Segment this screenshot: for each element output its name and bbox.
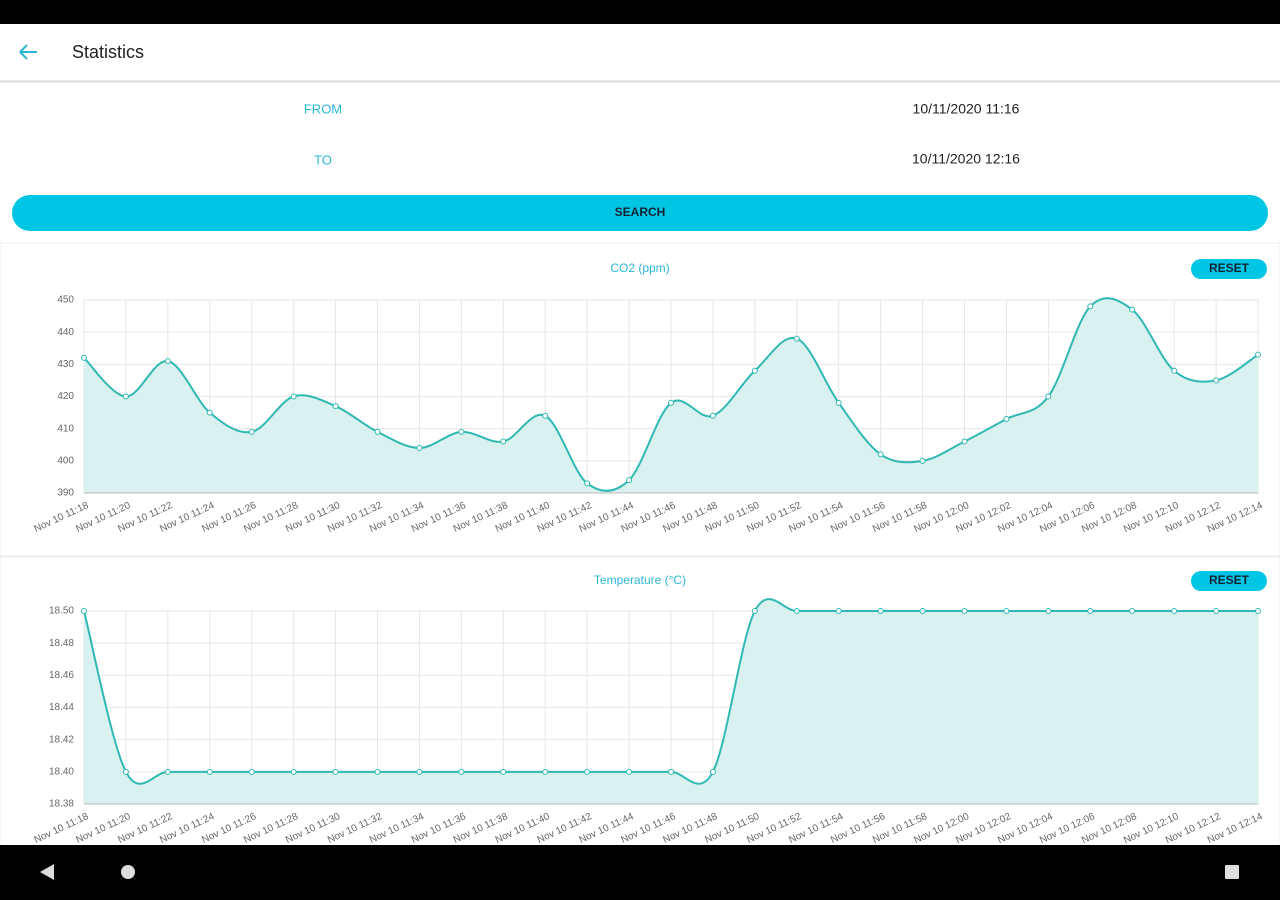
point [206, 768, 213, 775]
point [1129, 306, 1136, 313]
area [84, 599, 1258, 804]
point [919, 457, 926, 464]
point [332, 768, 339, 775]
reset-button-bg [1191, 571, 1267, 591]
y-tick-label: 18.50 [49, 606, 74, 617]
point [164, 768, 171, 775]
point [290, 393, 297, 400]
point [374, 428, 381, 435]
point [1087, 303, 1094, 310]
to-label[interactable]: TO [314, 152, 332, 167]
point [626, 477, 633, 484]
point [374, 768, 381, 775]
point [961, 438, 968, 445]
point [1003, 416, 1010, 423]
point [416, 444, 423, 451]
point [626, 768, 633, 775]
point [500, 438, 507, 445]
point [81, 608, 87, 614]
y-tick-label: 410 [57, 423, 74, 434]
search-button[interactable]: SEARCH [12, 195, 1268, 231]
point [1171, 608, 1178, 614]
point [458, 428, 465, 435]
point [1129, 608, 1136, 614]
point [122, 768, 129, 775]
back-button[interactable] [19, 44, 37, 60]
status-bar [0, 0, 1280, 24]
reset-label: RESET [1209, 261, 1250, 275]
reset-button[interactable]: RESET [1191, 259, 1267, 279]
point [961, 608, 968, 614]
point [542, 768, 549, 775]
y-tick-label: 18.44 [49, 702, 74, 713]
point [668, 399, 674, 406]
search-label: SEARCH [615, 205, 666, 219]
nav-back[interactable] [40, 864, 54, 880]
point [584, 480, 591, 487]
point [1087, 608, 1094, 614]
page-title: Statistics [72, 42, 144, 62]
point [248, 768, 255, 775]
point [206, 409, 213, 416]
point [709, 768, 716, 775]
y-tick-label: 18.48 [49, 638, 74, 649]
point [709, 412, 716, 419]
point [668, 768, 674, 775]
point [751, 608, 758, 614]
point [1255, 608, 1261, 614]
y-tick-label: 18.46 [49, 670, 74, 681]
nav-bar [0, 845, 1280, 900]
to-value[interactable]: 10/11/2020 12:16 [912, 151, 1020, 167]
point [164, 358, 171, 365]
point [500, 768, 507, 775]
point [793, 608, 800, 614]
nav-recents[interactable] [1225, 865, 1239, 879]
reset-button[interactable]: RESET [1191, 571, 1267, 591]
point [1171, 367, 1178, 374]
point [542, 412, 549, 419]
point [835, 399, 842, 406]
point [290, 768, 297, 775]
reset-button-bg [1191, 259, 1267, 279]
point [1255, 351, 1261, 358]
point [1003, 608, 1010, 614]
point [1045, 608, 1052, 614]
point [793, 335, 800, 342]
point [877, 451, 884, 458]
y-tick-label: 390 [57, 488, 74, 499]
point [416, 768, 423, 775]
y-tick-label: 400 [57, 455, 74, 466]
point [81, 354, 87, 361]
point [835, 608, 842, 614]
reset-label: RESET [1209, 573, 1250, 587]
back-arrow [19, 44, 37, 60]
search-button-bg [12, 195, 1268, 231]
point [877, 608, 884, 614]
point [332, 403, 339, 410]
point [122, 393, 129, 400]
y-tick-label: 430 [57, 359, 74, 370]
point [751, 367, 758, 374]
from-label[interactable]: FROM [304, 101, 342, 116]
y-tick-label: 18.40 [49, 766, 74, 777]
y-tick-label: 18.42 [49, 734, 74, 745]
chart-title: CO2 (ppm) [610, 261, 669, 275]
point [1045, 393, 1052, 400]
y-tick-label: 18.38 [49, 799, 74, 810]
point [1213, 608, 1220, 614]
app-bar [0, 24, 1280, 81]
point [584, 768, 591, 775]
point [919, 608, 926, 614]
point [458, 768, 465, 775]
from-value[interactable]: 10/11/2020 11:16 [913, 101, 1020, 117]
y-tick-label: 450 [57, 295, 74, 306]
nav-home[interactable] [121, 865, 135, 879]
point [1213, 377, 1220, 384]
y-tick-label: 440 [57, 327, 74, 338]
point [248, 428, 255, 435]
y-tick-label: 420 [57, 391, 74, 402]
chart-title: Temperature (°C) [594, 573, 686, 587]
